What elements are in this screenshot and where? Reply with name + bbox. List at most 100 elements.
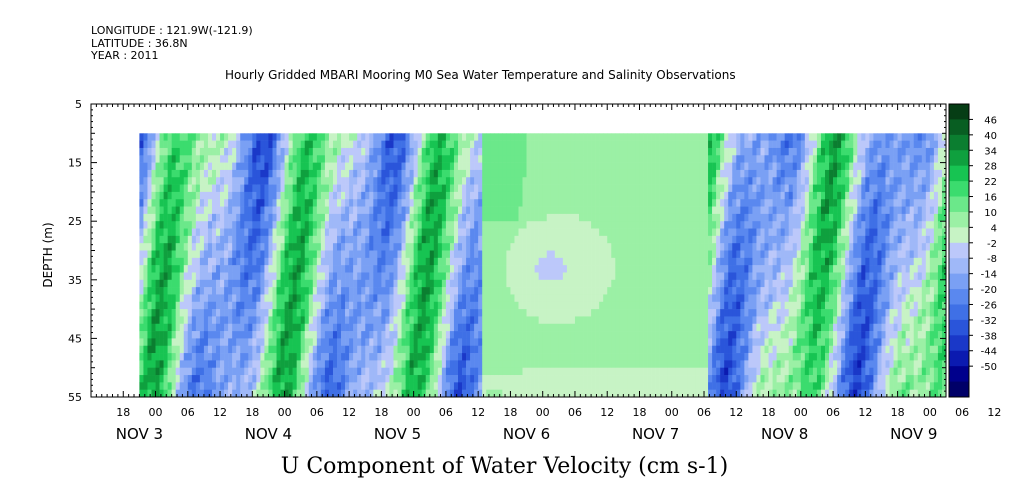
contour-cell xyxy=(611,382,616,390)
contour-cell xyxy=(595,301,600,310)
contour-cell xyxy=(385,287,390,295)
contour-cell xyxy=(409,338,414,347)
contour-cell xyxy=(538,294,543,303)
contour-cell xyxy=(425,360,431,368)
contour-cell xyxy=(534,169,539,178)
contour-cell xyxy=(627,257,632,266)
contour-cell xyxy=(199,287,205,295)
contour-cell xyxy=(413,213,418,222)
contour-cell xyxy=(627,184,632,193)
contour-cell xyxy=(369,272,374,281)
contour-cell xyxy=(449,257,455,266)
contour-cell xyxy=(466,309,471,317)
contour-cell xyxy=(595,316,600,325)
contour-cell xyxy=(260,272,265,281)
contour-cell xyxy=(417,147,422,156)
contour-cell xyxy=(353,338,358,347)
contour-cell xyxy=(260,265,265,273)
contour-cell xyxy=(695,287,701,295)
contour-cell xyxy=(224,191,229,200)
contour-cell xyxy=(405,338,410,347)
contour-cell xyxy=(631,169,636,178)
contour-cell xyxy=(381,353,386,361)
contour-cell xyxy=(587,243,592,251)
contour-cell xyxy=(232,309,237,317)
contour-cell xyxy=(373,316,378,325)
contour-cell xyxy=(163,287,168,295)
contour-cell xyxy=(139,169,144,178)
contour-cell xyxy=(478,367,483,376)
contour-cell xyxy=(232,375,237,383)
contour-cell xyxy=(667,243,673,251)
contour-cell xyxy=(389,367,394,376)
contour-cell xyxy=(510,316,515,325)
contour-cell xyxy=(691,169,697,178)
contour-cell xyxy=(530,265,535,273)
contour-cell xyxy=(554,199,560,207)
contour-cell xyxy=(296,184,302,193)
contour-cell xyxy=(373,345,378,354)
contour-cell xyxy=(462,213,467,222)
contour-cell xyxy=(199,294,205,303)
contour-cell xyxy=(151,147,156,156)
contour-cell xyxy=(199,184,205,193)
contour-cell xyxy=(603,184,608,193)
contour-cell xyxy=(337,360,342,368)
contour-cell xyxy=(445,316,451,325)
contour-cell xyxy=(155,345,160,354)
contour-cell xyxy=(429,265,435,273)
contour-cell xyxy=(167,287,172,295)
contour-cell xyxy=(292,367,297,376)
contour-cell xyxy=(526,140,531,149)
contour-cell xyxy=(639,265,644,273)
contour-cell xyxy=(607,287,612,295)
contour-cell xyxy=(619,331,624,339)
contour-cell xyxy=(357,301,362,310)
contour-cell xyxy=(462,206,467,215)
contour-cell xyxy=(159,294,164,303)
contour-cell xyxy=(167,162,172,171)
contour-cell xyxy=(498,287,503,295)
contour-cell xyxy=(599,206,604,215)
contour-cell xyxy=(623,177,628,185)
contour-cell xyxy=(199,382,205,390)
contour-cell xyxy=(599,221,604,229)
contour-cell xyxy=(349,272,354,281)
contour-cell xyxy=(462,338,467,347)
contour-cell xyxy=(337,250,342,259)
contour-cell xyxy=(441,323,447,332)
contour-cell xyxy=(453,272,459,281)
contour-cell xyxy=(490,140,495,149)
contour-cell xyxy=(224,272,229,281)
contour-cell xyxy=(143,184,148,193)
contour-cell xyxy=(429,316,435,325)
contour-cell xyxy=(248,265,253,273)
contour-cell xyxy=(401,265,406,273)
contour-cell xyxy=(349,155,354,163)
contour-cell xyxy=(240,221,245,229)
contour-cell xyxy=(385,235,390,244)
contour-cell xyxy=(268,345,273,354)
contour-cell xyxy=(365,301,370,310)
contour-cell xyxy=(615,140,620,149)
contour-cell xyxy=(663,133,669,141)
contour-cell xyxy=(175,382,181,390)
contour-cell xyxy=(385,228,390,237)
contour-cell xyxy=(591,257,596,266)
contour-cell xyxy=(163,199,168,207)
contour-cell xyxy=(264,177,269,185)
contour-cell xyxy=(437,272,443,281)
contour-cell xyxy=(232,257,237,266)
contour-cell xyxy=(292,316,297,325)
contour-cell xyxy=(240,206,245,215)
contour-cell xyxy=(566,191,572,200)
contour-cell xyxy=(566,309,572,317)
contour-cell xyxy=(224,265,229,273)
contour-cell xyxy=(139,375,144,383)
contour-cell xyxy=(228,309,233,317)
contour-cell xyxy=(611,206,616,215)
contour-cell xyxy=(341,382,346,390)
contour-cell xyxy=(627,331,632,339)
contour-cell xyxy=(377,199,382,207)
contour-cell xyxy=(458,382,463,390)
